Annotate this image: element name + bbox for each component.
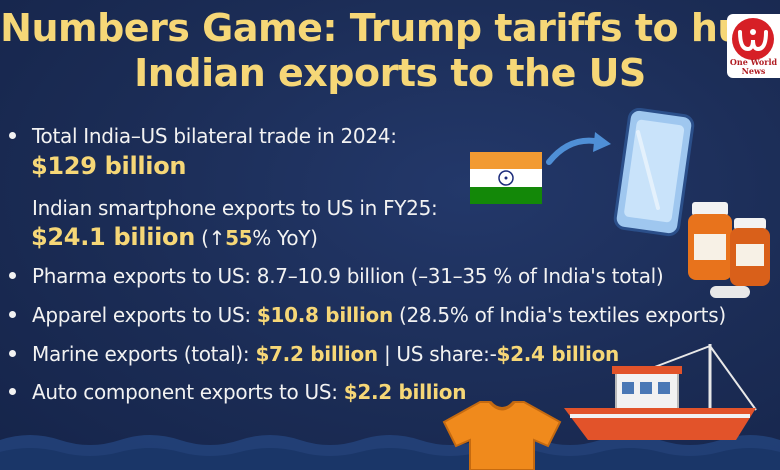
bullet-dot: [9, 272, 16, 279]
title-line-1: Numbers Game: Trump tariffs to hurt: [0, 6, 780, 50]
bullet-dot: [9, 350, 16, 357]
auto-value: $2.2 billion: [343, 380, 467, 404]
fact-bilateral-value: $129 billion: [31, 152, 187, 180]
bilateral-value: $129 billion: [31, 152, 187, 180]
fact-bilateral-label: Total India–US bilateral trade in 2024:: [32, 124, 397, 148]
title-line-2: Indian exports to the US: [134, 51, 646, 95]
fishing-boat-icon: [564, 344, 757, 440]
apparel-label: Apparel exports to US:: [32, 303, 251, 327]
marine-us-value: $2.4 billion: [496, 342, 620, 366]
bullet-dot: [9, 388, 16, 395]
pill-bottle-icon: [688, 202, 770, 298]
fact-apparel: Apparel exports to US: $10.8 billion (28…: [32, 302, 726, 328]
apparel-value: $10.8 billion: [256, 303, 393, 327]
fact-marine: Marine exports (total): $7.2 billion | U…: [32, 341, 619, 367]
auto-label: Auto component exports to US:: [32, 380, 338, 404]
sea-waves: [0, 435, 780, 470]
arrow-icon: [546, 132, 611, 165]
smartphone-growth-pct: 55: [225, 226, 253, 250]
tshirt-icon: [442, 400, 562, 470]
logo-icon: [732, 18, 774, 60]
india-flag-icon: [470, 152, 542, 204]
logo-text-line-1: One World: [729, 57, 778, 67]
fact-auto: Auto component exports to US: $2.2 billi…: [32, 379, 466, 405]
one-world-news-logo[interactable]: One World News: [727, 14, 780, 78]
apparel-tail: (28.5% of India's textiles exports): [398, 303, 726, 327]
marine-separator: | US share:-: [383, 342, 497, 366]
smartphone-growth-open: (↑: [201, 226, 226, 250]
smartphone-growth-tail: % YoY): [252, 226, 318, 250]
smartphone-value: $24.1 biliion: [31, 223, 196, 251]
bullet-dot: [9, 311, 16, 318]
marine-value: $7.2 billion: [255, 342, 378, 366]
logo-text-line-2: News: [741, 66, 766, 76]
infographic-title: Numbers Game: Trump tariffs to hurt Indi…: [0, 6, 780, 96]
fact-smartphone-label: Indian smartphone exports to US in FY25:: [32, 196, 438, 220]
fact-pharma: Pharma exports to US: 8.7–10.9 billion (…: [32, 264, 664, 288]
bullet-dot: [9, 132, 16, 139]
fact-smartphone-value: $24.1 biliion (↑55% YoY): [31, 224, 318, 251]
marine-label: Marine exports (total):: [32, 342, 250, 366]
smartphone-icon: [613, 108, 695, 237]
